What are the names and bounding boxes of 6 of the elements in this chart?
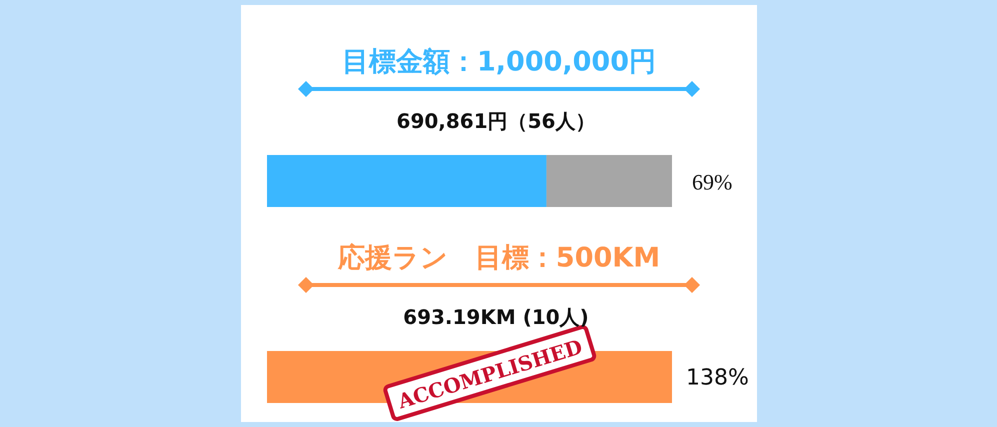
chart-title: 目標金額：1,000,000円	[342, 46, 656, 78]
chart-subtitle: 690,861円（56人）	[396, 109, 596, 133]
text: 69%	[692, 170, 732, 194]
data-label: 138%	[686, 366, 749, 390]
chart-title: 応援ラン 目標：500KM	[336, 242, 660, 274]
chart-subtitle: 693.19KM (10人)	[403, 305, 589, 329]
